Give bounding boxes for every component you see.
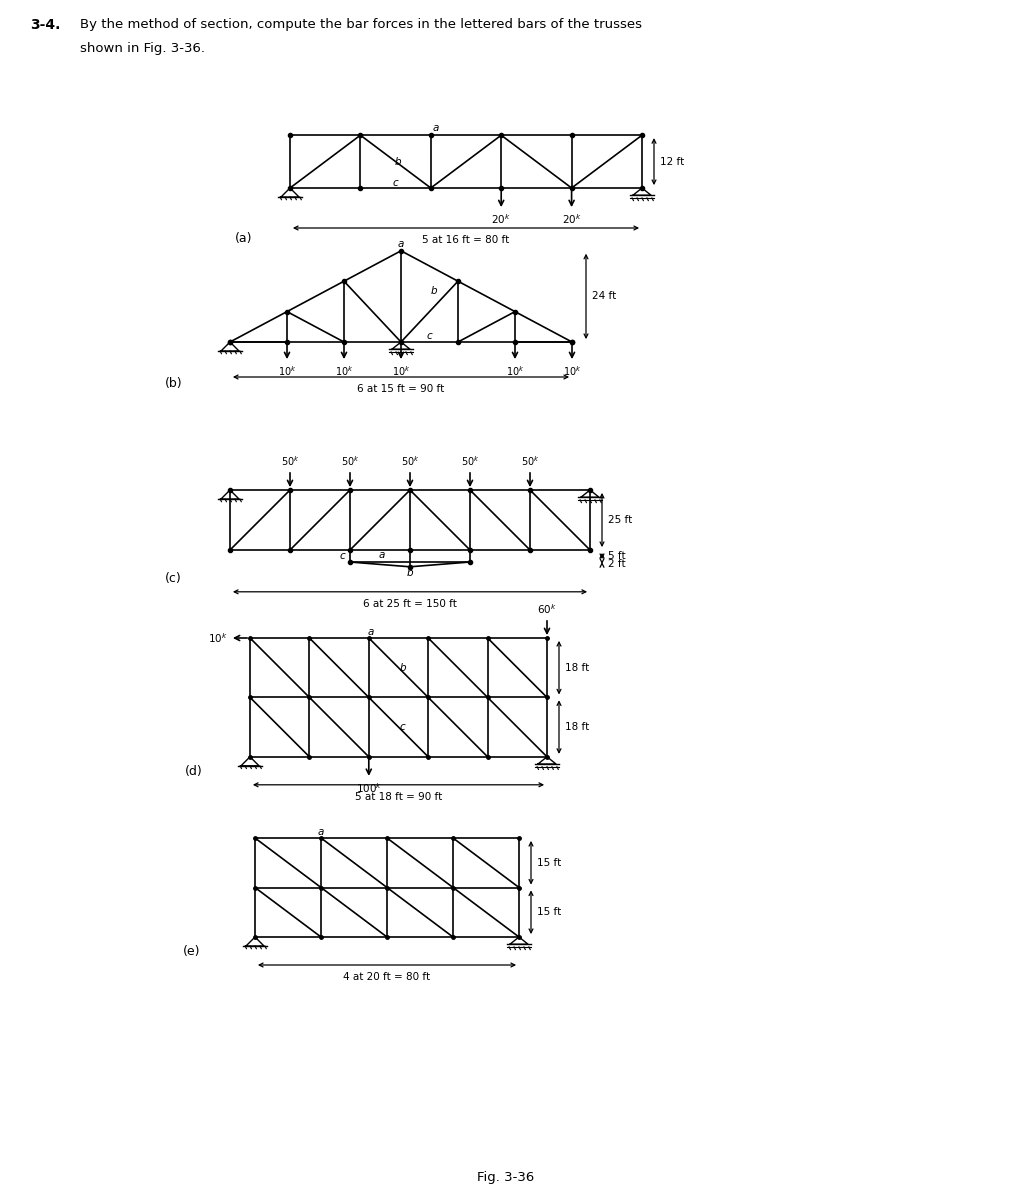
Text: 50$^k$: 50$^k$: [521, 455, 539, 468]
Text: b: b: [430, 287, 437, 296]
Text: c: c: [427, 331, 432, 341]
Text: 10$^k$: 10$^k$: [208, 631, 227, 644]
Text: 6 at 15 ft = 90 ft: 6 at 15 ft = 90 ft: [357, 384, 444, 394]
Text: 5 at 16 ft = 80 ft: 5 at 16 ft = 80 ft: [422, 235, 510, 245]
Text: c: c: [339, 551, 345, 560]
Text: 15 ft: 15 ft: [537, 858, 561, 868]
Text: 10$^k$: 10$^k$: [391, 364, 409, 378]
Text: b: b: [406, 568, 412, 577]
Text: 10$^k$: 10$^k$: [277, 364, 296, 378]
Text: a: a: [367, 626, 374, 637]
Text: 10$^k$: 10$^k$: [335, 364, 353, 378]
Text: a: a: [317, 827, 324, 838]
Text: a: a: [378, 551, 385, 560]
Text: 5 ft: 5 ft: [608, 551, 625, 560]
Text: 60$^k$: 60$^k$: [537, 602, 556, 616]
Text: 50$^k$: 50$^k$: [460, 455, 479, 468]
Text: a: a: [397, 239, 403, 248]
Text: 10$^k$: 10$^k$: [506, 364, 524, 378]
Text: a: a: [432, 124, 439, 133]
Text: 2 ft: 2 ft: [608, 559, 625, 569]
Text: (b): (b): [165, 378, 182, 390]
Text: (c): (c): [165, 572, 182, 586]
Text: 24 ft: 24 ft: [591, 292, 616, 301]
Text: 50$^k$: 50$^k$: [341, 455, 359, 468]
Text: By the method of section, compute the bar forces in the lettered bars of the tru: By the method of section, compute the ba…: [80, 18, 641, 31]
Text: (a): (a): [235, 232, 253, 245]
Text: b: b: [398, 662, 405, 673]
Text: 25 ft: 25 ft: [608, 515, 632, 526]
Text: Fig. 3-36: Fig. 3-36: [477, 1171, 534, 1184]
Text: shown in Fig. 3-36.: shown in Fig. 3-36.: [80, 42, 205, 55]
Text: 18 ft: 18 ft: [564, 662, 588, 673]
Text: 10$^k$: 10$^k$: [562, 364, 580, 378]
Text: (e): (e): [183, 946, 200, 959]
Text: 12 ft: 12 ft: [659, 156, 683, 167]
Text: 4 at 20 ft = 80 ft: 4 at 20 ft = 80 ft: [343, 972, 430, 982]
Text: 50$^k$: 50$^k$: [280, 455, 299, 468]
Text: c: c: [392, 178, 398, 188]
Text: 20$^k$: 20$^k$: [491, 212, 511, 226]
Text: (d): (d): [185, 766, 202, 779]
Text: 20$^k$: 20$^k$: [561, 212, 581, 226]
Text: 3-4.: 3-4.: [30, 18, 61, 32]
Text: 5 at 18 ft = 90 ft: 5 at 18 ft = 90 ft: [355, 792, 442, 802]
Text: 18 ft: 18 ft: [564, 722, 588, 732]
Text: 6 at 25 ft = 150 ft: 6 at 25 ft = 150 ft: [363, 599, 457, 608]
Text: c: c: [399, 722, 405, 732]
Text: b: b: [394, 156, 400, 167]
Text: 50$^k$: 50$^k$: [400, 455, 419, 468]
Text: 15 ft: 15 ft: [537, 907, 561, 917]
Text: 100$^k$: 100$^k$: [355, 781, 381, 794]
